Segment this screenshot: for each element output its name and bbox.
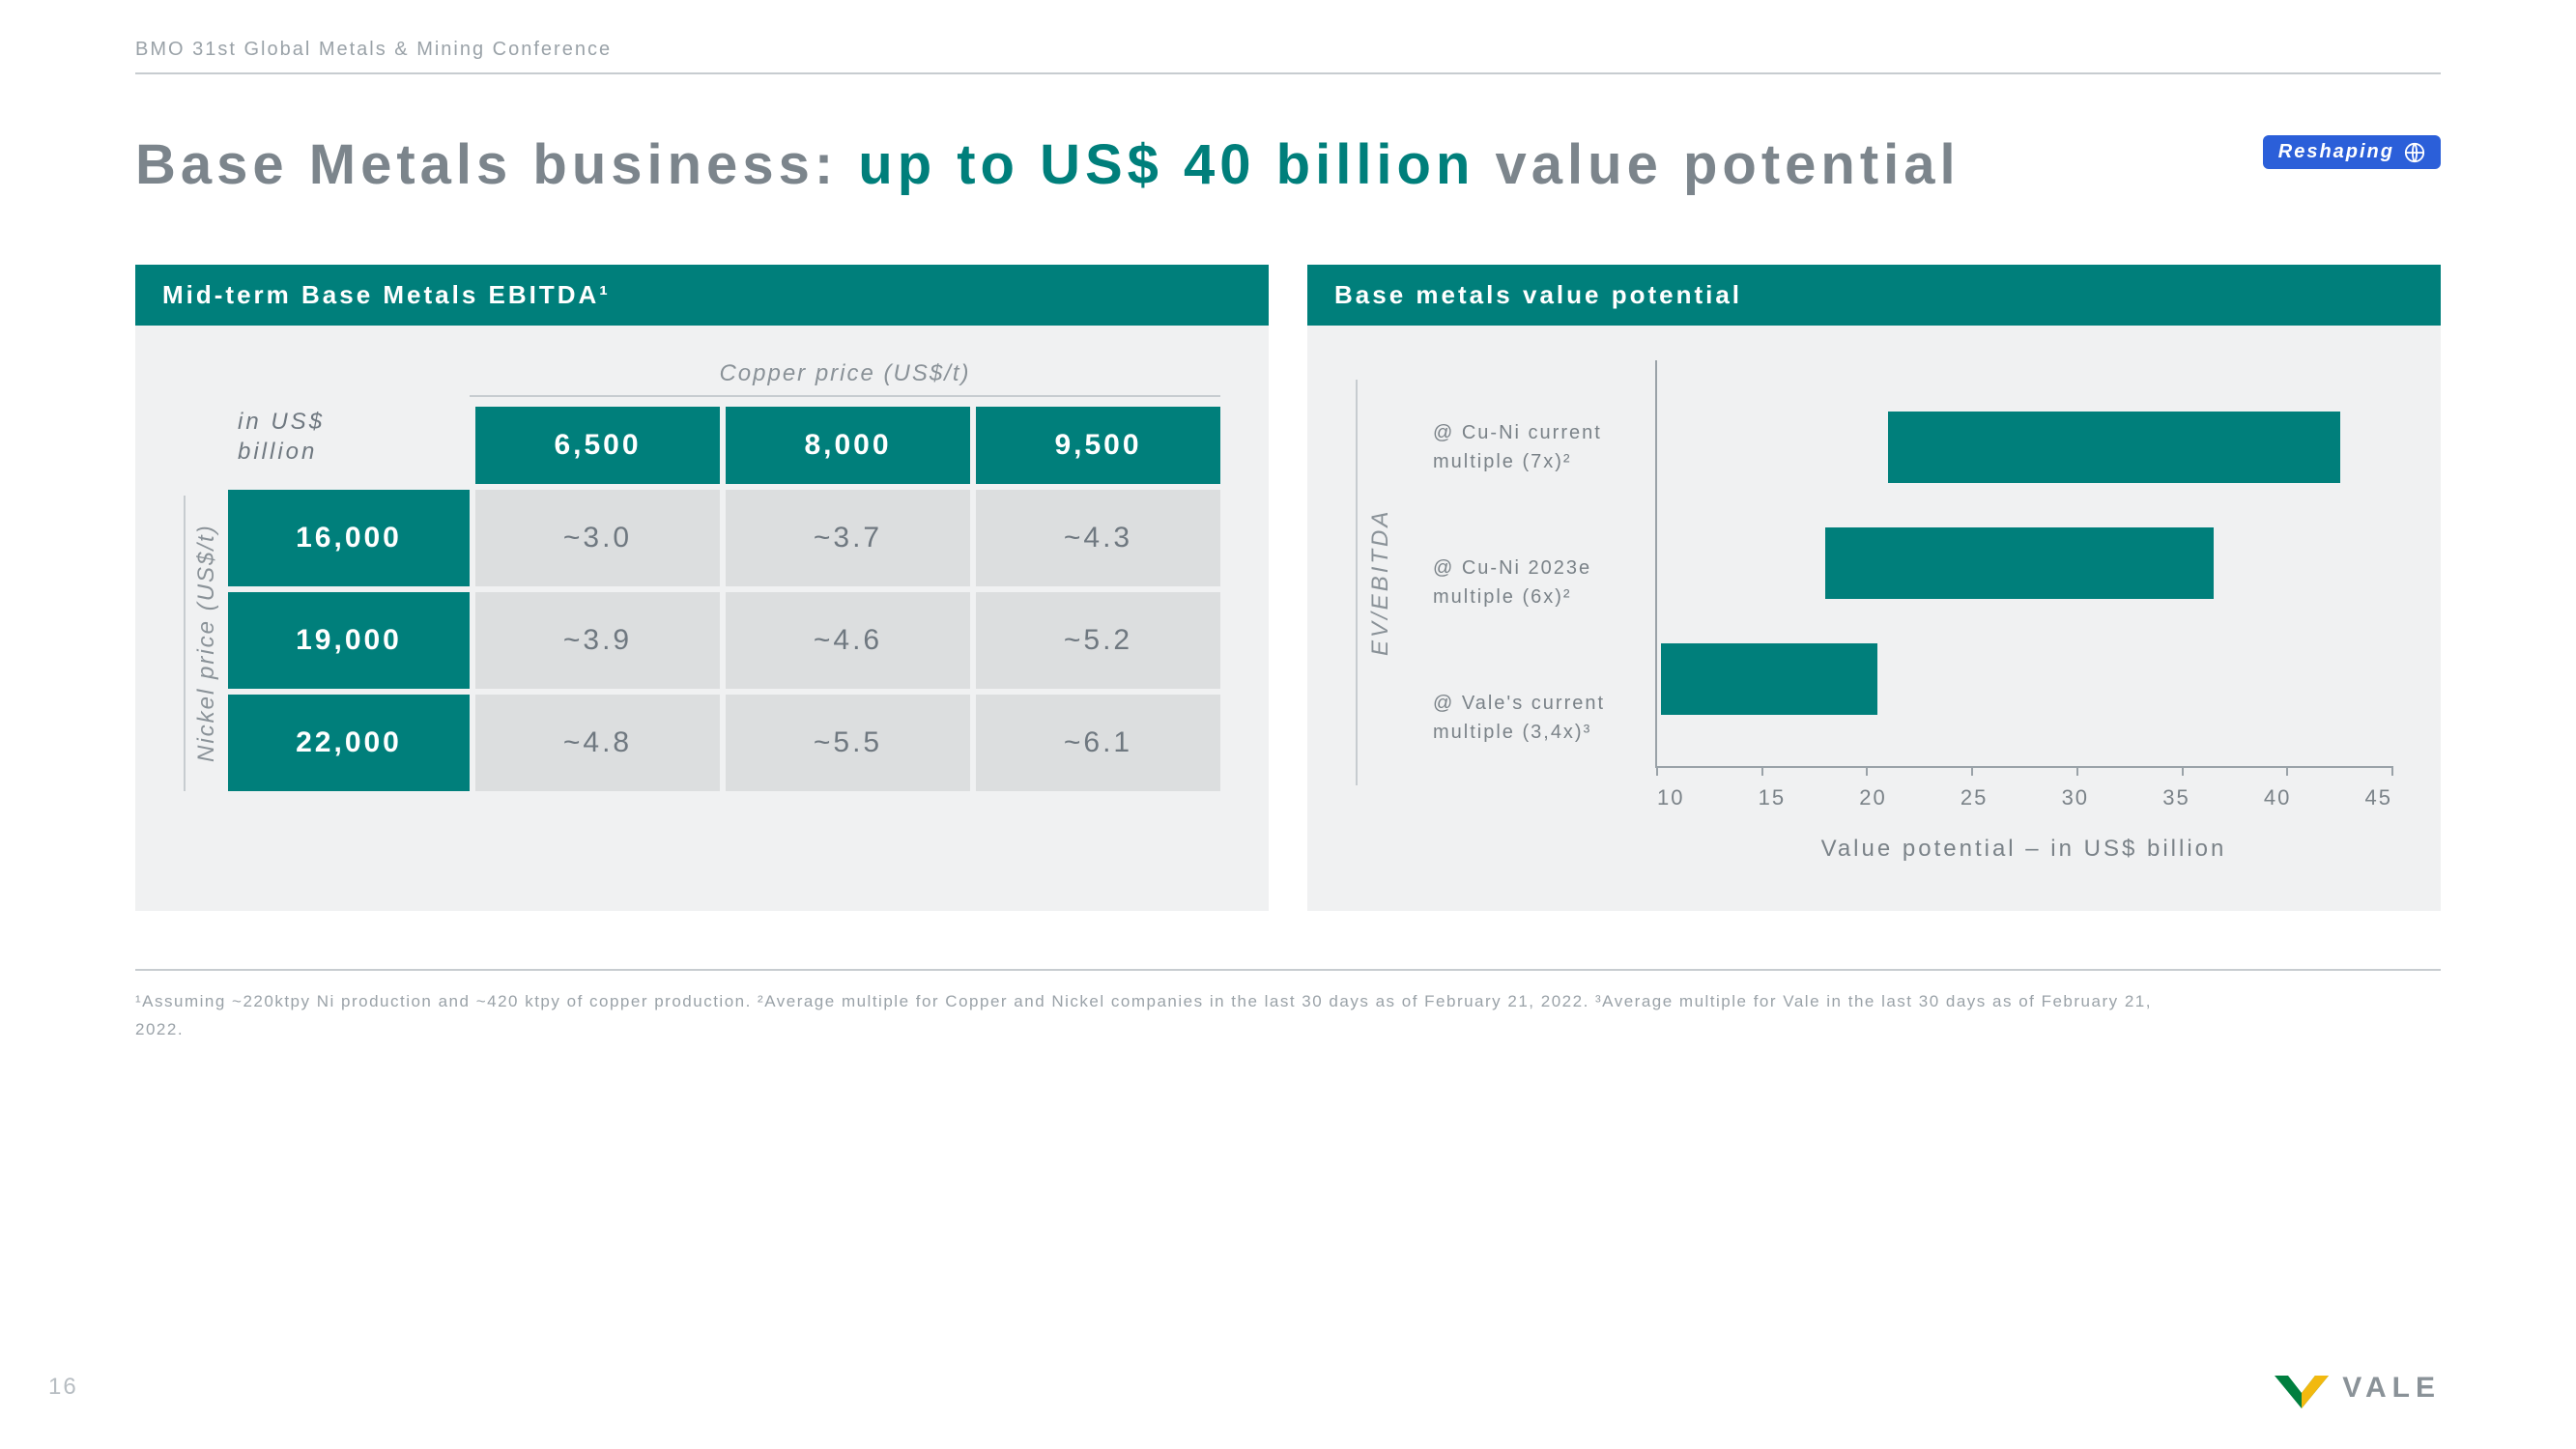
bar-row — [1657, 389, 2392, 505]
header-rule — [135, 72, 2441, 74]
ebitda-panel: Mid-term Base Metals EBITDA¹ Nickel pric… — [135, 265, 1269, 911]
x-tick: 10 — [1657, 785, 1684, 810]
row-header: 16,000 — [228, 490, 470, 586]
value-panel: Base metals value potential EV/EBITDA @ … — [1307, 265, 2441, 911]
row-header: 19,000 — [228, 592, 470, 689]
reshaping-badge: Reshaping — [2263, 135, 2441, 169]
ev-axis-label: EV/EBITDA — [1356, 380, 1404, 785]
table-cell: ~3.9 — [475, 592, 720, 689]
bar — [1661, 643, 1877, 715]
col-header: 9,500 — [976, 407, 1220, 484]
table-unit: in US$billion — [228, 407, 470, 484]
bar-row — [1657, 505, 2392, 621]
table-cell: ~3.7 — [726, 490, 970, 586]
x-tick: 35 — [2162, 785, 2190, 810]
bar-row — [1657, 621, 2392, 737]
badge-text: Reshaping — [2278, 141, 2394, 163]
x-tick: 15 — [1759, 785, 1786, 810]
bar-label: @ Cu-Ni 2023emultiple (6x)² — [1404, 515, 1655, 650]
table-cell: ~6.1 — [976, 695, 1220, 791]
value-panel-title: Base metals value potential — [1307, 265, 2441, 326]
vale-logo-text: VALE — [2342, 1372, 2441, 1405]
page-number: 16 — [48, 1374, 78, 1401]
header-label: BMO 31st Global Metals & Mining Conferen… — [135, 39, 2441, 72]
bar-chart: 1015202530354045 — [1655, 360, 2392, 768]
ebitda-panel-title: Mid-term Base Metals EBITDA¹ — [135, 265, 1269, 326]
x-ticks: 10 15 20 25 30 35 40 45 — [1657, 785, 2392, 810]
footer-rule — [135, 969, 2441, 971]
table-cell: ~3.0 — [475, 490, 720, 586]
page-title: Base Metals business: up to US$ 40 billi… — [135, 132, 2441, 197]
vale-logo-icon — [2273, 1366, 2331, 1410]
bar — [1825, 527, 2214, 599]
footnote: ¹Assuming ~220ktpy Ni production and ~42… — [135, 988, 2164, 1044]
ebitda-table: in US$billion6,5008,0009,500 16,000~3.0~3… — [228, 407, 1220, 791]
bar-label: @ Cu-Ni currentmultiple (7x)² — [1404, 380, 1655, 515]
copper-axis-label: Copper price (US$/t) — [470, 360, 1220, 397]
x-tick: 30 — [2062, 785, 2089, 810]
table-cell: ~5.5 — [726, 695, 970, 791]
title-accent: up to US$ 40 billion — [858, 133, 1474, 196]
bar-label: @ Vale's currentmultiple (3,4x)³ — [1404, 650, 1655, 785]
vale-logo: VALE — [2273, 1366, 2441, 1410]
x-tick: 45 — [2364, 785, 2391, 810]
col-header: 8,000 — [726, 407, 970, 484]
x-tick: 20 — [1859, 785, 1886, 810]
row-header: 22,000 — [228, 695, 470, 791]
globe-icon — [2404, 142, 2425, 163]
x-tick: 40 — [2264, 785, 2291, 810]
col-header: 6,500 — [475, 407, 720, 484]
x-axis-title: Value potential – in US$ billion — [1655, 836, 2392, 863]
table-cell: ~4.8 — [475, 695, 720, 791]
nickel-axis-label: Nickel price (US$/t) — [184, 496, 228, 791]
x-tick: 25 — [1961, 785, 1988, 810]
table-cell: ~5.2 — [976, 592, 1220, 689]
title-suffix: value potential — [1474, 133, 1960, 196]
bar-labels: @ Cu-Ni currentmultiple (7x)²@ Cu-Ni 202… — [1404, 360, 1655, 863]
title-prefix: Base Metals business: — [135, 133, 858, 196]
bar — [1888, 412, 2339, 483]
table-cell: ~4.6 — [726, 592, 970, 689]
table-cell: ~4.3 — [976, 490, 1220, 586]
